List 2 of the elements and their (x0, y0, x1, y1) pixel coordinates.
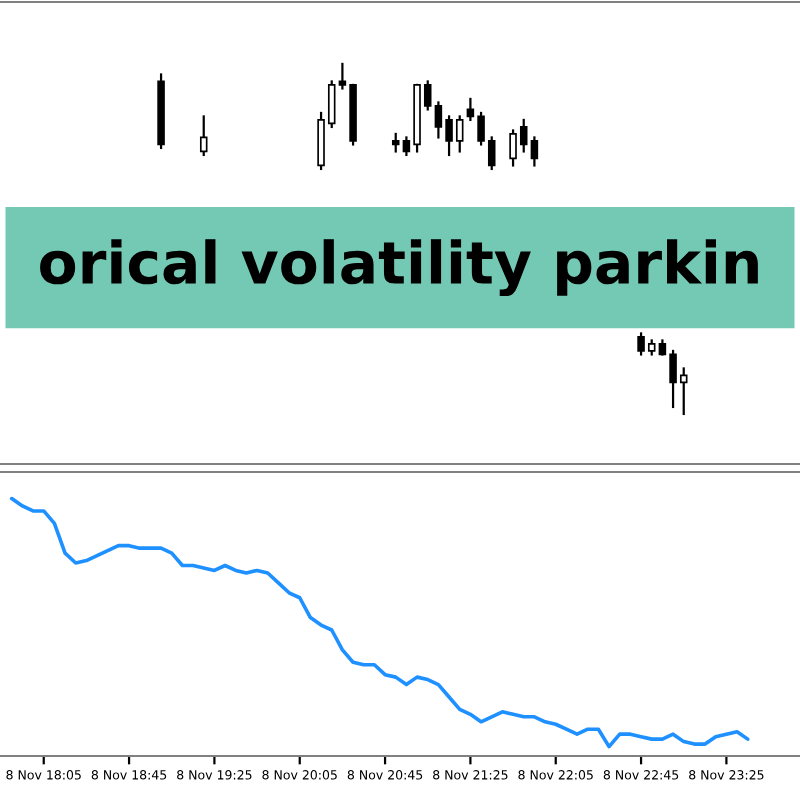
annotation: orical volatility parkin (40, 239, 758, 297)
candlestick (199, 115, 208, 157)
